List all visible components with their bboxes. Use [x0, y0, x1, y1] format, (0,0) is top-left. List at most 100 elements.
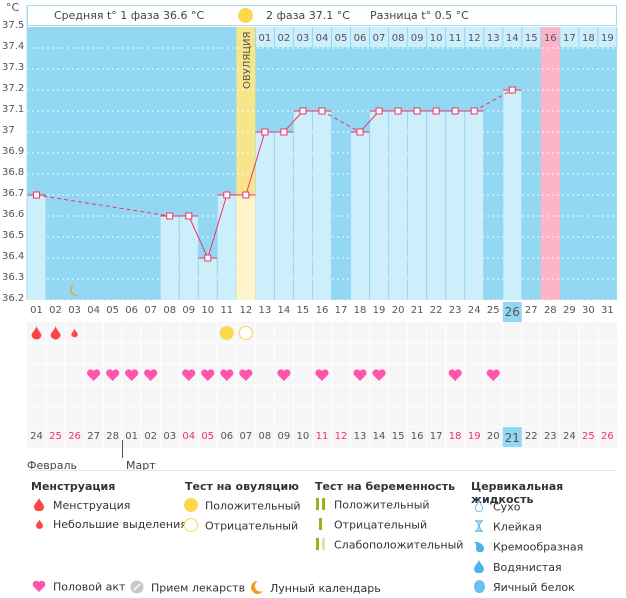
post-ovulation-day-label: 11 [448, 33, 462, 44]
y-tick-label: 37.2 [2, 83, 25, 94]
temperature-point [242, 191, 250, 199]
temperature-bar [446, 111, 465, 300]
cycle-day-label: 29 [562, 305, 576, 316]
cycle-day-label: 28 [543, 305, 557, 316]
temperature-bar [198, 258, 217, 300]
post-ovulation-day-label: 10 [429, 33, 443, 44]
calendar-date-label: 17 [429, 431, 443, 442]
y-tick-label: 36.2 [2, 293, 25, 304]
post-ovulation-day-label: 07 [372, 33, 386, 44]
heart-icon [31, 580, 47, 595]
y-tick-label: 37 [2, 125, 15, 136]
cycle-day-label: 18 [353, 305, 367, 316]
calendar-date-label: 27 [87, 431, 100, 442]
temperature-point [280, 128, 288, 136]
calendar-date-label: 06 [220, 431, 234, 442]
pill-icon [129, 580, 145, 597]
heart-icon [144, 369, 158, 381]
calendar-date-label: 16 [410, 431, 424, 442]
hourglass-icon [471, 520, 487, 535]
temperature-line [245, 131, 266, 196]
legend-cervical-dry: Сухо [471, 499, 520, 515]
temperature-point [299, 107, 307, 115]
drop-outline-icon [471, 499, 487, 515]
temperature-bar [408, 111, 427, 300]
temperature-point [470, 107, 478, 115]
temperature-line [188, 215, 209, 259]
heart-icon [372, 369, 386, 381]
cycle-day-label: 21 [410, 305, 424, 316]
temperature-bar [255, 132, 274, 300]
cycle-day-label: 25 [486, 305, 500, 316]
calendar-date-label: 12 [334, 431, 348, 442]
legend-ovulation-positive: Положительный [183, 498, 301, 515]
calendar-date-label: 26 [68, 431, 81, 442]
calendar-date-label: 23 [543, 431, 557, 442]
cycle-day-label: 24 [467, 305, 481, 316]
temperature-bar [389, 111, 408, 300]
heart-icon [315, 369, 329, 381]
today-cycle-highlight [502, 302, 522, 322]
post-ovulation-day-label: 03 [296, 33, 310, 44]
post-ovulation-day-label: 12 [467, 33, 481, 44]
temperature-point [375, 107, 383, 115]
post-ovulation-day-label: 14 [505, 33, 519, 44]
y-tick-label: 36.9 [2, 146, 25, 157]
cycle-day-label: 27 [524, 305, 538, 316]
one-line-icon [312, 518, 328, 533]
temperature-line-gap [473, 89, 513, 112]
post-ovulation-day-label: 06 [353, 33, 367, 44]
heart-icon [106, 369, 120, 381]
menstruation-drop-icon [50, 326, 61, 340]
legend-intercourse: Половой акт [31, 580, 125, 595]
two-lines-icon [312, 498, 328, 513]
legend-ovulation-negative: Отрицательный [183, 518, 298, 535]
cycle-day-label: 11 [220, 305, 234, 316]
drop-filled-icon [471, 560, 487, 576]
cycle-day-label: 04 [87, 305, 100, 316]
calendar-date-label: 08 [258, 431, 272, 442]
cycle-day-label: 31 [601, 305, 614, 316]
post-ovulation-day-label: 04 [315, 33, 329, 44]
y-tick-label: 37.5 [2, 20, 25, 31]
temperature-bar [351, 132, 370, 300]
temperature-bar [370, 111, 389, 300]
heart-icon [201, 369, 215, 381]
legend-pregnancy-negative: Отрицательный [312, 518, 427, 533]
cycle-day-label: 14 [277, 305, 291, 316]
cycle-day-label: 06 [125, 305, 139, 316]
circle-filled-icon [183, 498, 199, 515]
heart-icon [86, 369, 101, 381]
cycle-day-label: 16 [315, 305, 329, 316]
calendar-date-label: 09 [277, 431, 291, 442]
ovulation-bar [236, 195, 256, 300]
calendar-date-label: 04 [182, 431, 196, 442]
cycle-day-label: 03 [68, 305, 81, 316]
legend-cervical-sticky: Клейкая [471, 520, 542, 535]
menstruation-drop-icon [31, 326, 42, 340]
calendar-date-label: 07 [239, 431, 253, 442]
heart-icon [220, 369, 234, 381]
calendar-date-label: 03 [163, 431, 177, 442]
cycle-day-label: 02 [49, 305, 62, 316]
cycle-day-label: 13 [258, 305, 272, 316]
calendar-date-label: 02 [144, 431, 158, 442]
post-ovulation-day-label: 19 [601, 33, 614, 44]
cycle-day-label: 12 [239, 305, 253, 316]
calendar-date-label: 20 [486, 431, 500, 442]
heart-icon [239, 369, 253, 381]
post-ovulation-day-label: 16 [543, 33, 557, 44]
legend-cervical-watery: Водянистая [471, 560, 562, 576]
cycle-day-strip [255, 27, 617, 47]
cycle-day-label: 01 [30, 305, 43, 316]
temperature-bar [465, 111, 484, 300]
temperature-bar [503, 90, 522, 300]
heart-icon [182, 369, 196, 381]
cycle-day-label: 22 [429, 305, 443, 316]
chart-header: Средняя t° 1 фаза 36.6 °C 2 фаза 37.1 °C… [27, 5, 617, 26]
heart-icon [125, 369, 139, 381]
calendar-date-label: 25 [49, 431, 62, 442]
temperature-line [207, 194, 228, 259]
post-ovulation-day-label: 17 [562, 33, 576, 44]
calendar-date-label: 24 [562, 431, 576, 442]
